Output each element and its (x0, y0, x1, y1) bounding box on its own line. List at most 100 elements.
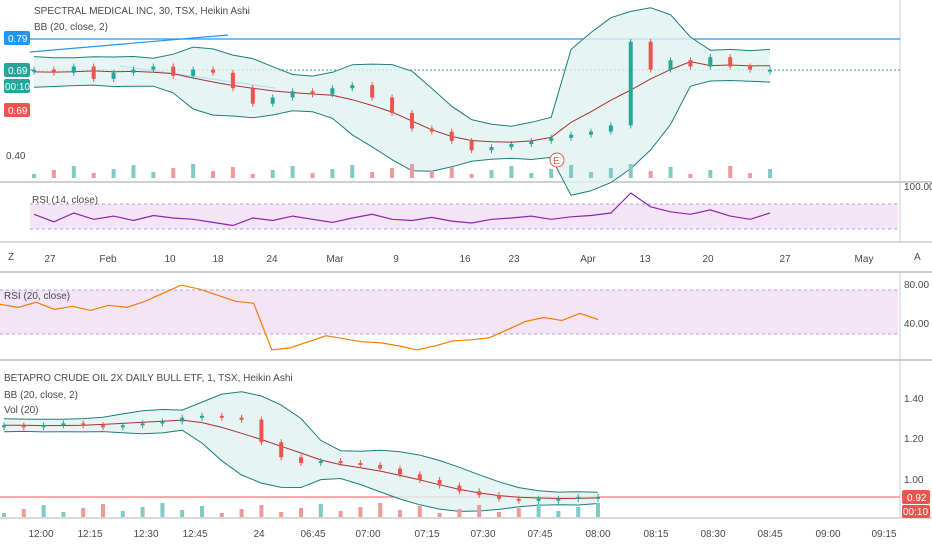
volume-bar (299, 508, 303, 517)
candle (469, 140, 474, 151)
rsi-band-middle (0, 290, 898, 334)
candle (270, 97, 275, 104)
candle (358, 462, 363, 465)
y-tick-label: 100.00 (904, 182, 932, 193)
volume-bar (279, 512, 284, 517)
top-price-panel (32, 7, 772, 196)
candle (398, 468, 402, 475)
candle (91, 66, 96, 79)
countdown-tag: 00:10 (902, 505, 930, 518)
x-tick-label: 24 (266, 254, 278, 265)
candle (318, 461, 323, 464)
candle (51, 69, 56, 73)
volume-bar (378, 503, 383, 517)
y-tick-label: 1.00 (904, 475, 924, 486)
candle (529, 140, 534, 144)
candle (81, 423, 86, 426)
volume-bar (160, 503, 165, 517)
volume-bar (549, 169, 554, 178)
bollinger-upper (33, 7, 771, 127)
candle (596, 496, 600, 499)
candle (378, 464, 383, 469)
x-tick-label: 13 (639, 254, 651, 265)
rsi-band-top (30, 204, 898, 229)
volume-bar (270, 170, 275, 178)
trend-line[interactable] (29, 34, 229, 53)
svg-text:00:10: 00:10 (5, 82, 30, 93)
volume-bar (32, 174, 36, 178)
candle (101, 425, 105, 428)
volume-bar (516, 508, 521, 517)
earnings-marker-label: E (553, 156, 560, 167)
bollinger-lower (33, 79, 771, 196)
candle (509, 144, 514, 148)
volume-bar (469, 174, 474, 178)
volume-bar (120, 511, 125, 517)
volume-bar (91, 173, 96, 178)
candle (429, 128, 434, 132)
x-tick-label: 08:15 (643, 529, 668, 540)
y-tick-label: 0.40 (6, 151, 26, 162)
candle (151, 66, 156, 70)
rsi-line (33, 192, 771, 227)
volume-bar (318, 504, 323, 517)
x-tick-label: 08:00 (585, 529, 610, 540)
candle (668, 60, 673, 70)
x-tick-label: 06:45 (300, 529, 325, 540)
volume-bar (457, 509, 462, 517)
candle (160, 421, 165, 424)
candle (191, 69, 196, 76)
volume-bar (230, 167, 235, 178)
candle (688, 60, 693, 67)
svg-text:0.69: 0.69 (8, 66, 28, 77)
volume-bar (668, 167, 673, 178)
volume-bar (330, 169, 335, 178)
bottom-bb-label: BB (20, close, 2) (4, 390, 78, 401)
candle (131, 69, 136, 73)
x-tick-label: Mar (326, 254, 344, 265)
price-tag: 0.92 (902, 490, 930, 504)
x-tick-label: Apr (580, 254, 596, 265)
volume-bar (497, 512, 501, 517)
volume-bar (409, 164, 414, 178)
y-tick-label: 40.00 (904, 319, 929, 330)
rsi2-label: RSI (20, close) (4, 291, 70, 302)
volume-bar (21, 509, 26, 517)
candle (21, 425, 26, 428)
volume-bar (576, 507, 581, 517)
candle (728, 57, 733, 67)
bollinger-lower (3, 429, 599, 512)
volume-bar (211, 171, 216, 178)
svg-text:0.79: 0.79 (8, 34, 28, 45)
volume-bar (140, 507, 145, 517)
auto-scale-icon[interactable]: A (914, 252, 921, 263)
x-tick-label: May (855, 254, 874, 265)
candle (556, 498, 561, 501)
bottom-price-panel (2, 391, 600, 517)
y-tick-label: 1.20 (904, 434, 924, 445)
x-tick-label: 12:30 (133, 529, 158, 540)
volume-bar (290, 166, 295, 178)
volume-bar (390, 168, 395, 178)
volume-bar (536, 504, 541, 517)
z-icon[interactable]: Z (8, 252, 14, 263)
x-tick-label: 20 (702, 254, 714, 265)
volume-bar (477, 505, 482, 517)
top-bb-label: BB (20, close, 2) (34, 22, 108, 33)
volume-bar (151, 172, 156, 178)
earnings-marker-icon[interactable] (549, 152, 565, 168)
x-tick-label: 27 (44, 254, 56, 265)
x-tick-label: 07:15 (414, 529, 439, 540)
bottom-chart-title: BETAPRO CRUDE OIL 2X DAILY BULL ETF, 1, … (4, 373, 293, 384)
candle (370, 85, 375, 98)
volume-bar (569, 165, 574, 178)
candle (338, 461, 343, 464)
candle (390, 97, 395, 113)
x-tick-label: 07:30 (470, 529, 495, 540)
bollinger-basis (33, 61, 771, 143)
rsi-panel-1 (33, 192, 771, 227)
candle (61, 423, 66, 426)
volume-bar (437, 513, 442, 517)
svg-text:0.69: 0.69 (8, 106, 28, 117)
candle (299, 457, 303, 463)
